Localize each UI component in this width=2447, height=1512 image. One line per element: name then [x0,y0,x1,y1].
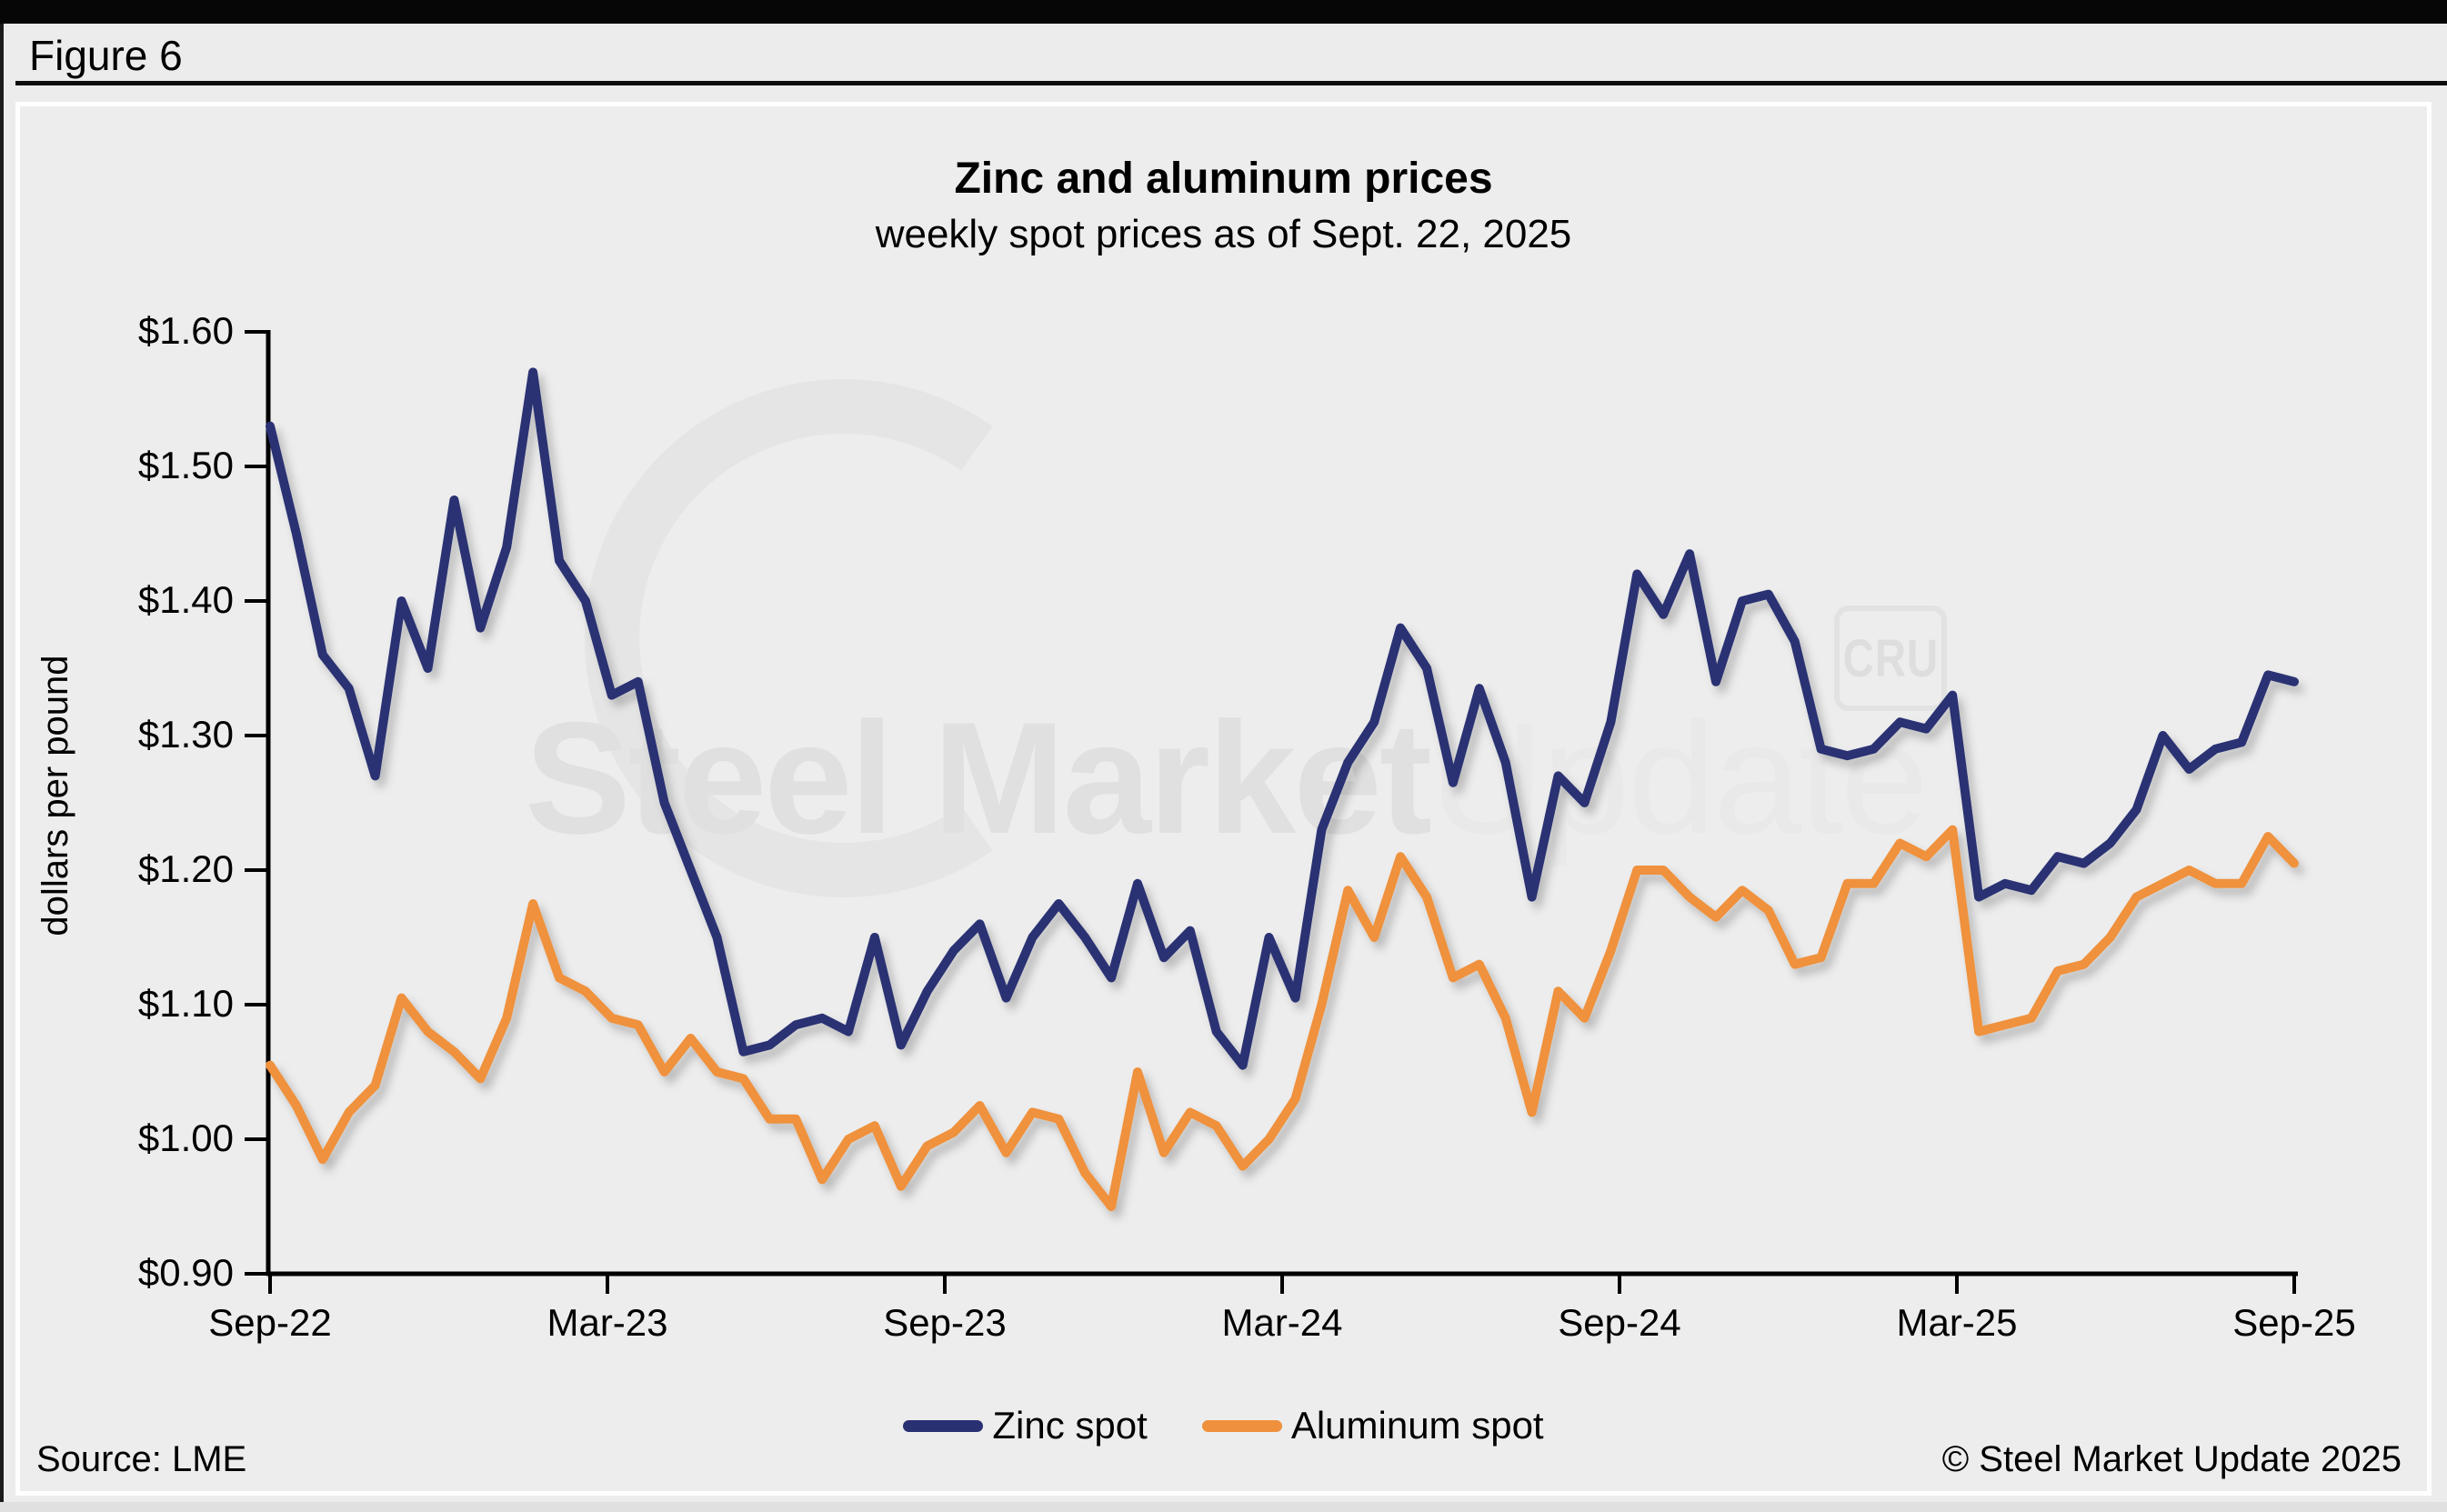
legend-item-aluminum: Aluminum spot [1201,1404,1544,1447]
chart-subtitle: weekly spot prices as of Sept. 22, 2025 [875,212,1572,256]
y-tick-label: $0.90 [137,1251,234,1294]
legend-item-zinc: Zinc spot [903,1404,1148,1447]
y-tick-label: $1.10 [137,982,234,1025]
chart-panel: Steel MarketUpdate CRU Zinc and aluminum… [15,102,2432,1496]
legend-label-zinc: Zinc spot [992,1404,1148,1447]
x-tick-label: Sep-22 [208,1301,332,1344]
x-tick-label: Mar-25 [1896,1301,2018,1344]
chart-title: Zinc and aluminum prices [954,155,1493,203]
aluminum-spot-line [266,825,2299,1211]
copyright-note: © Steel Market Update 2025 [1941,1439,2402,1479]
window-left-edge [0,0,4,1512]
legend-label-aluminum: Aluminum spot [1290,1404,1544,1447]
x-tick-label: Sep-24 [1558,1301,1681,1344]
zinc-line-swatch [903,1419,984,1432]
y-tick-label: $1.30 [137,713,234,756]
header-divider [15,81,2447,85]
legend: Zinc spot Aluminum spot [20,1401,2427,1450]
figure-label: Figure 6 [29,32,183,79]
line-chart [245,330,2299,1294]
window-top-bar [0,0,2447,24]
x-tick-label: Sep-25 [2232,1301,2356,1344]
aluminum-line-swatch [1201,1419,1282,1432]
y-tick-label: $1.20 [137,847,234,890]
x-tick-label: Sep-23 [883,1301,1007,1344]
source-note: Source: LME [36,1439,247,1479]
y-tick-label: $1.50 [137,444,234,486]
x-tick-label: Mar-23 [547,1301,668,1344]
window-bottom-edge [0,1502,2447,1512]
y-tick-label: $1.60 [137,309,234,352]
x-tick-label: Mar-24 [1221,1301,1343,1344]
zinc-spot-line [266,367,2299,1070]
y-tick-label: $1.00 [137,1116,234,1159]
y-tick-label: $1.40 [137,578,234,621]
